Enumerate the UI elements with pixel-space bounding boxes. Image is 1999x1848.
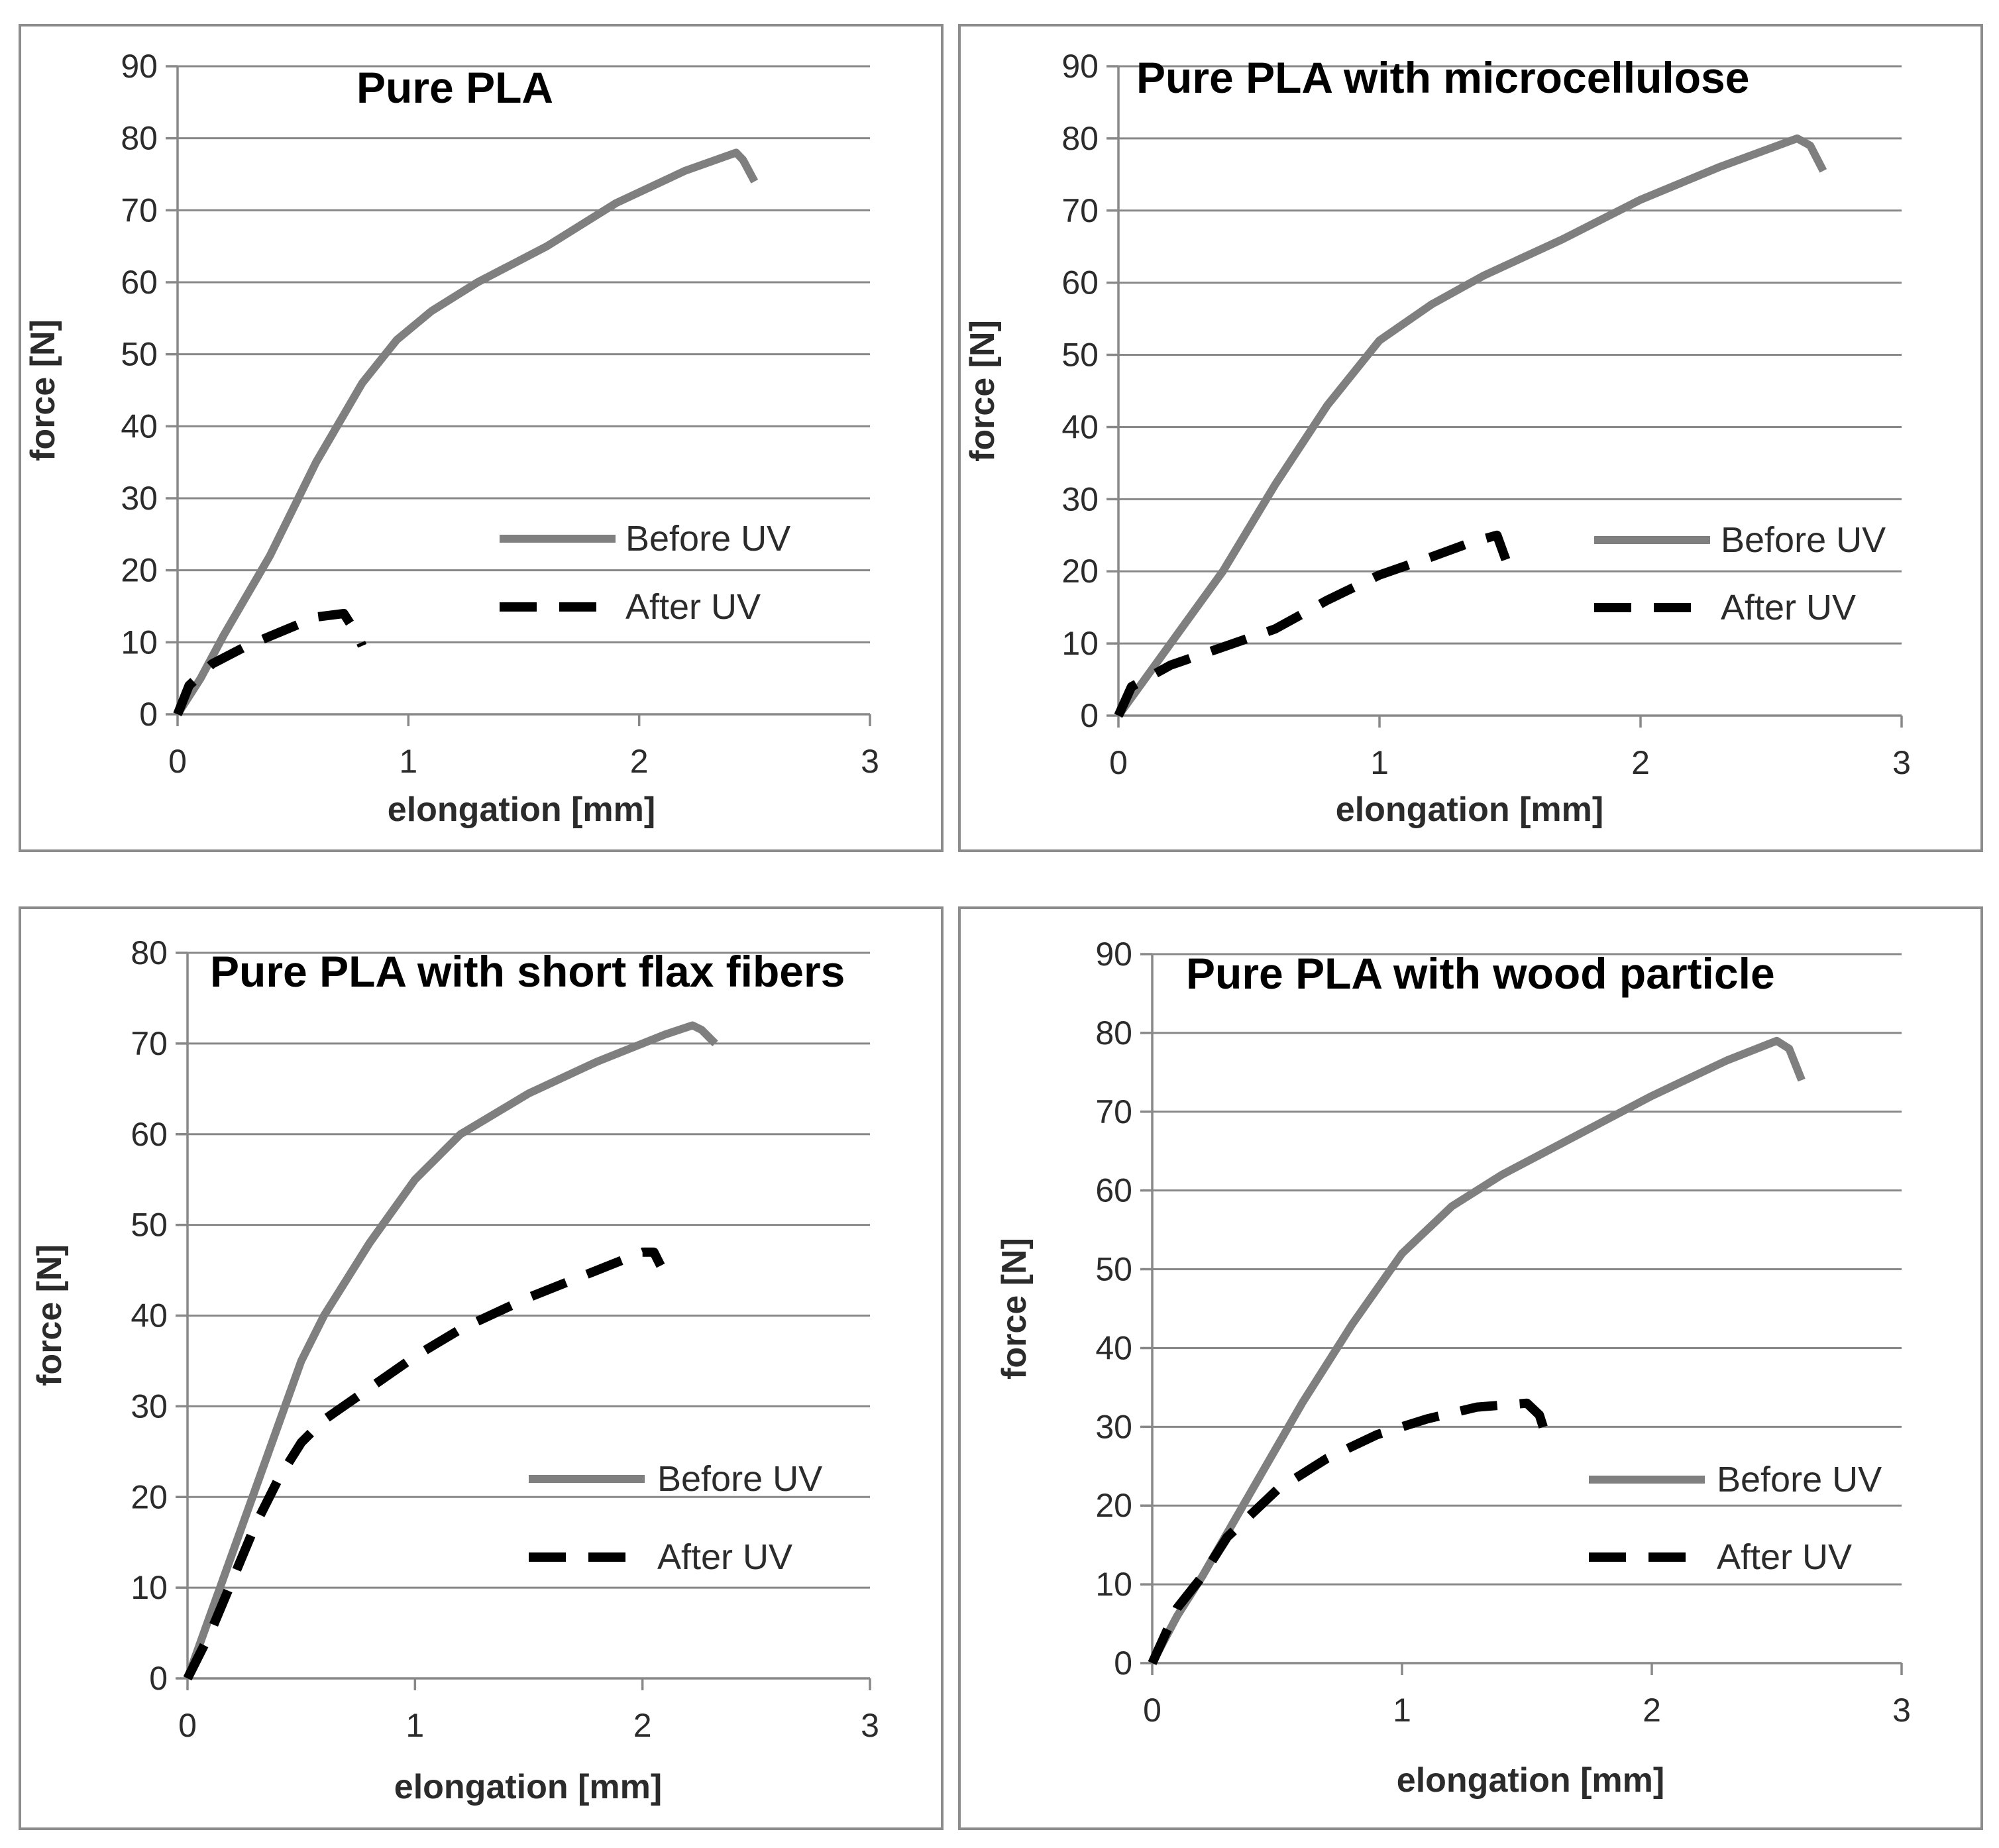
y-axis-title: force [N] xyxy=(995,1238,1034,1380)
x-tick-label: 0 xyxy=(178,1707,197,1744)
x-axis-title: elongation [mm] xyxy=(388,790,655,829)
x-tick-label: 3 xyxy=(861,1707,879,1744)
y-tick-label: 50 xyxy=(1061,337,1099,374)
chart-panel-4: 0 10 20 30 40 50 60 70 80 90 0 1 2 3 elongation [mm] fo… xyxy=(958,906,1983,1830)
y-tick-label: 0 xyxy=(149,1660,168,1697)
y-axis-title: force [N] xyxy=(30,1244,69,1386)
y-tick-label: 90 xyxy=(1095,936,1132,973)
series-line-after-uv xyxy=(183,1247,665,1681)
y-tick-label: 20 xyxy=(121,552,158,589)
x-tick-label: 3 xyxy=(861,743,879,780)
y-tick-label: 70 xyxy=(131,1025,168,1062)
y-tick-label: 60 xyxy=(131,1116,168,1153)
legend-label: Before UV xyxy=(625,519,790,559)
chart-frame xyxy=(19,906,944,1830)
y-tick-label: 80 xyxy=(131,934,168,971)
y-tick-label: 90 xyxy=(121,48,158,85)
legend-label: After UV xyxy=(625,587,761,627)
x-tick-label: 3 xyxy=(1892,744,1911,781)
x-axis-title: elongation [mm] xyxy=(1336,790,1603,829)
chart-title: Pure PLA with wood particle xyxy=(1186,949,1775,998)
y-tick-label: 30 xyxy=(1061,480,1099,517)
y-tick-label: 40 xyxy=(131,1297,168,1334)
y-tick-label: 50 xyxy=(121,336,158,373)
y-tick-label: 40 xyxy=(1095,1329,1132,1366)
y-tick-label: 80 xyxy=(121,120,158,157)
y-tick-label: 20 xyxy=(1061,553,1099,590)
chart-title: Pure PLA with microcellulose xyxy=(1136,53,1749,102)
chart-panel-2: 0 10 20 30 40 50 60 70 80 90 0 1 2 3 elongation [mm] fo… xyxy=(958,24,1983,852)
legend-label: After UV xyxy=(1717,1537,1852,1577)
y-tick-label: 0 xyxy=(1080,697,1099,734)
y-tick-label: 30 xyxy=(131,1387,168,1425)
y-tick-label: 20 xyxy=(1095,1487,1132,1524)
chart-panel-1: 0 10 20 30 40 50 60 70 80 90 0 1 2 3 elongation [mm] fo… xyxy=(19,24,944,852)
y-axis-title: force [N] xyxy=(963,320,1002,462)
y-tick-label: 50 xyxy=(131,1207,168,1244)
x-tick-label: 2 xyxy=(1631,744,1650,781)
series-line-after-uv xyxy=(1114,530,1515,718)
x-tick-label: 3 xyxy=(1892,1692,1911,1729)
legend-label: Before UV xyxy=(657,1459,822,1499)
y-tick-label: 60 xyxy=(1095,1172,1132,1209)
series-line-after-uv xyxy=(173,608,367,716)
y-tick-label: 0 xyxy=(139,696,158,733)
y-tick-label: 0 xyxy=(1114,1645,1132,1682)
x-tick-label: 1 xyxy=(1393,1692,1411,1729)
y-tick-label: 80 xyxy=(1061,120,1099,157)
chart-frame xyxy=(958,24,1983,852)
y-tick-label: 20 xyxy=(131,1478,168,1515)
x-tick-label: 1 xyxy=(405,1707,424,1744)
chart-title: Pure PLA with short flax fibers xyxy=(210,947,845,996)
y-tick-label: 50 xyxy=(1095,1251,1132,1288)
x-tick-label: 1 xyxy=(399,743,417,780)
x-tick-label: 2 xyxy=(630,743,649,780)
legend-label: After UV xyxy=(1721,588,1856,627)
y-tick-label: 60 xyxy=(121,264,158,301)
x-axis-title: elongation [mm] xyxy=(394,1768,662,1806)
x-tick-label: 0 xyxy=(1109,744,1128,781)
y-tick-label: 80 xyxy=(1095,1014,1132,1052)
y-axis-title: force [N] xyxy=(24,319,62,461)
x-tick-label: 2 xyxy=(1643,1692,1661,1729)
x-tick-label: 1 xyxy=(1370,744,1389,781)
chart-title: Pure PLA xyxy=(356,63,553,112)
y-tick-label: 30 xyxy=(1095,1408,1132,1445)
x-tick-label: 0 xyxy=(168,743,187,780)
y-tick-label: 30 xyxy=(121,480,158,517)
y-tick-label: 70 xyxy=(1061,192,1099,229)
y-tick-label: 40 xyxy=(121,408,158,445)
x-tick-label: 2 xyxy=(633,1707,652,1744)
series-line-after-uv xyxy=(1148,1398,1549,1665)
legend-label: After UV xyxy=(657,1537,792,1577)
y-tick-label: 60 xyxy=(1061,264,1099,301)
y-tick-label: 70 xyxy=(121,191,158,229)
chart-frame xyxy=(958,906,1983,1830)
series-line-before-uv xyxy=(184,1021,718,1680)
chart-frame xyxy=(19,24,944,852)
y-tick-label: 40 xyxy=(1061,408,1099,445)
x-tick-label: 0 xyxy=(1143,1692,1162,1729)
y-tick-label: 10 xyxy=(121,624,158,661)
chart-panel-3: 0 10 20 30 40 50 60 70 80 0 1 2 3 elongation [mm] forc… xyxy=(19,906,944,1830)
legend-label: Before UV xyxy=(1717,1460,1882,1499)
y-tick-label: 90 xyxy=(1061,48,1099,85)
x-axis-title: elongation [mm] xyxy=(1397,1761,1664,1800)
y-tick-label: 10 xyxy=(1061,625,1099,662)
y-tick-label: 10 xyxy=(1095,1566,1132,1603)
legend-label: Before UV xyxy=(1721,520,1886,560)
series-line-before-uv xyxy=(174,148,759,717)
y-tick-label: 10 xyxy=(131,1569,168,1606)
y-tick-label: 70 xyxy=(1095,1093,1132,1130)
series-line-before-uv xyxy=(1115,134,1827,718)
